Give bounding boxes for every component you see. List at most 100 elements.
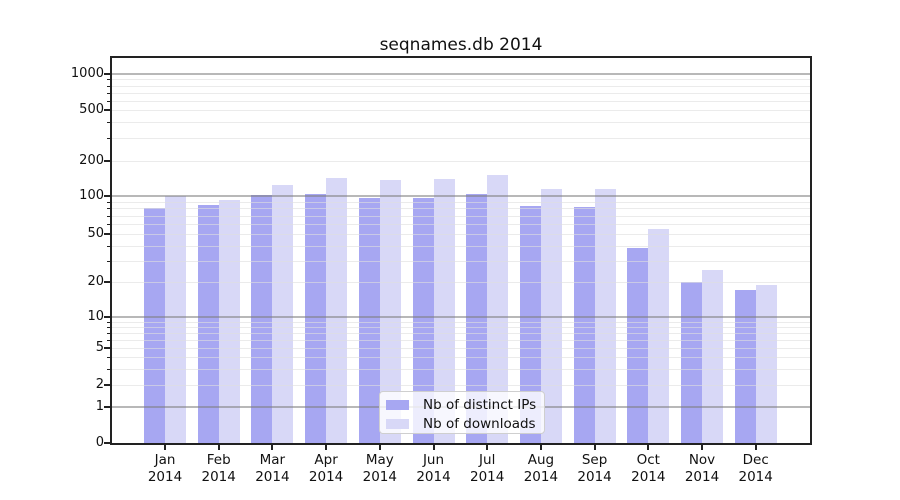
x-tick — [701, 445, 703, 450]
x-tick-label-year: 2014 — [470, 469, 505, 485]
x-tick — [432, 445, 435, 450]
bar-ips-jan — [144, 208, 165, 443]
x-tick-label-year: 2014 — [577, 469, 612, 485]
y-tick — [104, 442, 111, 444]
x-tick — [593, 445, 596, 450]
legend-label-downloads: Nb of downloads — [423, 415, 536, 432]
y-tick-label: 1 — [95, 399, 104, 414]
y-tick-label: 50 — [87, 226, 104, 241]
y-tick-label: 5 — [95, 340, 104, 355]
x-tick-label: Nov 2014 — [670, 452, 734, 486]
y-minor-tick — [107, 348, 111, 349]
bar-downloads-feb — [218, 199, 240, 443]
x-tick-label-year: 2014 — [201, 469, 236, 485]
minor-gridline — [112, 100, 810, 102]
bar-downloads-dec — [755, 284, 777, 443]
legend-swatch-downloads — [386, 418, 409, 429]
legend: Nb of distinct IPs Nb of downloads — [379, 391, 545, 434]
y-tick — [104, 406, 111, 408]
bar-downloads-jun — [433, 179, 455, 443]
bar-ips-mar — [251, 194, 273, 443]
x-tick — [325, 445, 328, 450]
y-tick-label: 200 — [79, 153, 104, 168]
x-tick — [217, 445, 220, 450]
y-tick-label: 0 — [95, 435, 104, 450]
minor-gridline — [112, 122, 810, 124]
plot-area: Nb of distinct IPs Nb of downloads — [110, 56, 812, 445]
minor-gridline — [112, 85, 810, 87]
y-minor-tick — [107, 326, 111, 328]
bar-ips-apr — [305, 194, 327, 443]
y-minor-tick — [107, 385, 111, 386]
major-gridline — [112, 73, 810, 75]
x-tick-label: Mar 2014 — [240, 452, 304, 486]
bar-downloads-mar — [272, 185, 294, 443]
x-tick — [486, 445, 489, 450]
minor-gridline — [112, 224, 810, 225]
y-minor-tick — [107, 110, 111, 111]
x-tick — [539, 445, 542, 450]
x-tick-label-year: 2014 — [523, 469, 559, 485]
minor-gridline — [112, 385, 810, 386]
y-minor-tick — [107, 208, 111, 210]
legend-swatch-distinct-ips — [386, 399, 409, 410]
y-tick-label: 10 — [87, 309, 104, 324]
minor-gridline — [112, 260, 810, 262]
bar-ips-may — [358, 198, 380, 443]
legend-label-distinct-ips: Nb of distinct IPs — [423, 396, 537, 413]
x-tick-label: Apr 2014 — [294, 452, 358, 486]
x-tick-label-year: 2014 — [416, 469, 451, 485]
minor-gridline — [112, 339, 810, 341]
minor-gridline — [112, 138, 810, 140]
x-tick — [754, 445, 757, 450]
y-minor-tick — [107, 368, 111, 370]
x-tick — [378, 445, 381, 450]
y-minor-tick — [107, 201, 111, 203]
y-tick-label: 500 — [79, 102, 104, 117]
y-tick — [104, 73, 111, 75]
y-minor-tick — [107, 122, 111, 124]
y-minor-tick — [107, 357, 111, 358]
x-tick-label-year: 2014 — [362, 469, 397, 485]
x-tick-label: Jan 2014 — [133, 452, 197, 486]
y-tick-label: 20 — [87, 274, 104, 289]
minor-gridline — [112, 92, 810, 94]
y-tick-label: 1000 — [70, 66, 104, 81]
x-tick-label-year: 2014 — [684, 469, 720, 485]
x-tick-label: Jun 2014 — [402, 452, 466, 486]
bar-ips-jul — [466, 194, 488, 443]
bar-ips-nov — [681, 282, 702, 443]
chart-title: seqnames.db 2014 — [379, 35, 543, 55]
minor-gridline — [112, 357, 810, 358]
minor-gridline — [112, 368, 810, 370]
x-tick — [271, 445, 274, 450]
y-minor-tick — [107, 79, 111, 81]
y-minor-tick — [107, 234, 111, 235]
y-minor-tick — [107, 260, 111, 262]
bar-ips-dec — [734, 290, 756, 443]
minor-gridline — [112, 208, 810, 210]
x-tick-label: Oct 2014 — [616, 452, 680, 486]
y-minor-tick — [107, 138, 111, 140]
minor-gridline — [112, 245, 810, 247]
y-minor-tick — [107, 282, 111, 283]
y-tick — [104, 195, 111, 197]
y-minor-tick — [107, 85, 111, 87]
y-minor-tick — [107, 245, 111, 247]
x-tick-label: Dec 2014 — [724, 452, 788, 486]
minor-gridline — [112, 161, 810, 162]
x-tick-label: May 2014 — [348, 452, 412, 486]
y-minor-tick — [107, 92, 111, 94]
minor-gridline — [112, 321, 810, 323]
major-gridline — [112, 195, 810, 197]
bar-downloads-apr — [326, 177, 348, 443]
y-minor-tick — [107, 215, 111, 217]
y-tick — [104, 316, 111, 318]
y-minor-tick — [107, 161, 111, 162]
minor-gridline — [112, 110, 810, 111]
y-minor-tick — [107, 332, 111, 334]
minor-gridline — [112, 79, 810, 81]
x-tick-label-year: 2014 — [255, 469, 290, 485]
major-gridline — [112, 316, 810, 318]
